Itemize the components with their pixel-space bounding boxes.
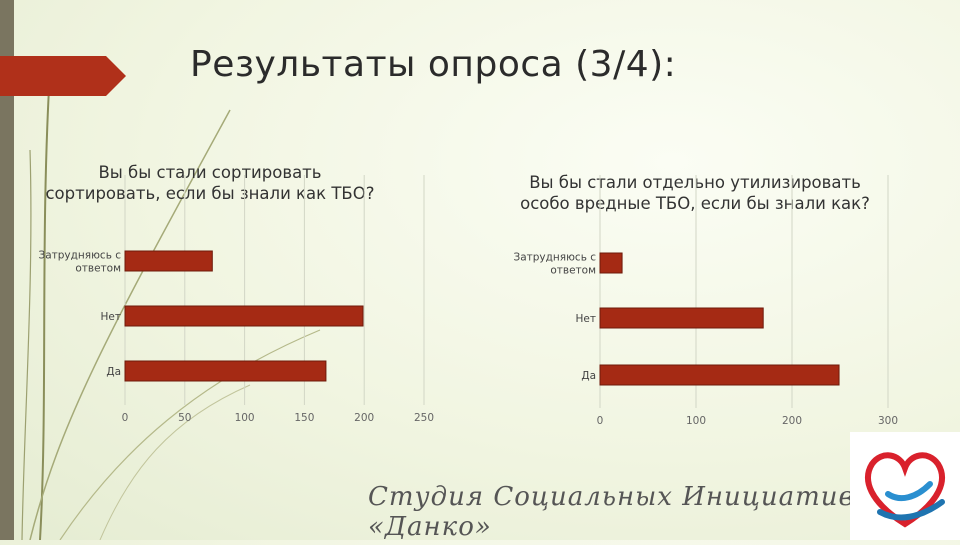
- chart-right-bar: [599, 252, 623, 274]
- chart-left-tick-label: 250: [414, 412, 434, 424]
- chart-right-category-label: Затрудняюсь с ответом: [513, 252, 596, 277]
- chart-right-tick-label: 100: [686, 415, 706, 427]
- slide-title: Результаты опроса (3/4):: [190, 44, 677, 85]
- chart-left-category-label: Да: [106, 366, 121, 378]
- title-arrow-icon: [0, 56, 126, 96]
- chart-right: 0 100 200 300 Затрудняюсь с ответом Нет Да: [513, 175, 898, 427]
- chart-right-tick-label: 0: [597, 415, 604, 427]
- chart-right-category-label: Да: [581, 370, 596, 382]
- chart-right-tick-label: 300: [878, 415, 898, 427]
- chart-left: 0 50 100 150 200 250 Затрудняюсь с ответом Нет Да: [38, 175, 434, 424]
- heart-hand-logo-icon: [865, 452, 945, 528]
- chart-right-category-label: Нет: [576, 313, 596, 325]
- chart-right-bar: [599, 364, 840, 386]
- chart-right-title: Вы бы стали отдельно утилизировать особо…: [520, 173, 870, 213]
- chart-left-tick-label: 150: [294, 412, 314, 424]
- chart-left-bar: [124, 305, 364, 327]
- chart-left-category-label: Затрудняюсь с ответом: [38, 250, 121, 275]
- chart-left-tick-label: 50: [178, 412, 191, 424]
- studio-footer-text: Студия Социальных Инициатив «Данко»: [368, 482, 855, 542]
- chart-left-tick-label: 0: [122, 412, 129, 424]
- chart-right-tick-label: 200: [782, 415, 802, 427]
- chart-left-tick-label: 100: [235, 412, 255, 424]
- chart-left-bar: [124, 250, 213, 272]
- left-accent-bar: [0, 0, 14, 540]
- logo-box: [850, 432, 960, 540]
- chart-left-title: Вы бы стали сортировать сортировать, есл…: [45, 163, 375, 203]
- chart-right-bar: [599, 307, 764, 329]
- chart-left-category-label: Нет: [101, 311, 121, 323]
- chart-left-tick-label: 200: [354, 412, 374, 424]
- chart-left-bar: [124, 360, 327, 382]
